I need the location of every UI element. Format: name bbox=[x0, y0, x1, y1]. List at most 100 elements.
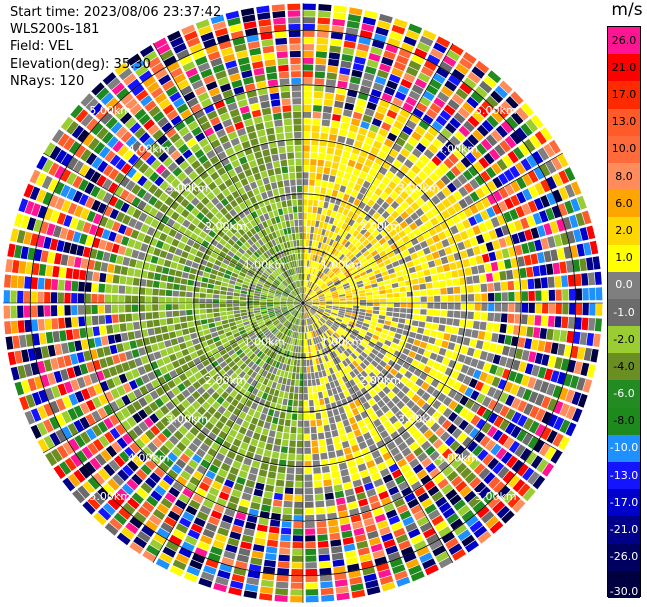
velocity-gate bbox=[386, 293, 393, 298]
velocity-gate bbox=[458, 384, 468, 394]
velocity-gate bbox=[188, 459, 199, 470]
velocity-gate bbox=[206, 338, 214, 346]
velocity-gate bbox=[233, 303, 240, 307]
velocity-gate bbox=[298, 312, 301, 319]
velocity-gate bbox=[318, 10, 331, 18]
velocity-gate bbox=[528, 420, 540, 434]
velocity-gate bbox=[387, 359, 396, 367]
velocity-gate bbox=[431, 274, 439, 282]
velocity-gate bbox=[369, 324, 376, 330]
velocity-gate bbox=[165, 145, 177, 156]
velocity-gate bbox=[23, 363, 33, 377]
velocity-gate bbox=[282, 309, 289, 314]
velocity-gate bbox=[333, 566, 346, 574]
velocity-gate bbox=[506, 455, 518, 469]
velocity-gate bbox=[305, 246, 309, 253]
velocity-gate bbox=[444, 436, 456, 447]
velocity-gate bbox=[270, 315, 277, 320]
velocity-gate bbox=[370, 146, 380, 156]
velocity-gate bbox=[447, 206, 457, 216]
velocity-gate bbox=[199, 534, 213, 545]
velocity-gate bbox=[388, 148, 399, 159]
velocity-gate bbox=[365, 174, 374, 183]
velocity-gate bbox=[32, 262, 40, 276]
velocity-gate bbox=[111, 82, 125, 96]
velocity-gate bbox=[405, 241, 413, 249]
velocity-gate bbox=[343, 40, 356, 49]
velocity-gate bbox=[415, 378, 424, 387]
velocity-gate bbox=[533, 166, 545, 180]
velocity-gate bbox=[290, 316, 295, 323]
velocity-gate bbox=[353, 297, 360, 300]
velocity-gate bbox=[320, 334, 325, 341]
velocity-gate bbox=[91, 315, 99, 326]
velocity-gate bbox=[303, 293, 304, 300]
velocity-gate bbox=[202, 253, 210, 261]
velocity-gate bbox=[450, 225, 459, 235]
velocity-gate bbox=[185, 505, 198, 516]
velocity-gate bbox=[329, 217, 335, 225]
velocity-gate bbox=[472, 369, 482, 380]
velocity-gate bbox=[261, 237, 268, 244]
velocity-gate bbox=[377, 399, 386, 408]
velocity-gate bbox=[179, 304, 186, 310]
velocity-gate bbox=[429, 172, 440, 183]
velocity-gate bbox=[432, 361, 441, 371]
velocity-gate bbox=[393, 18, 408, 29]
velocity-gate bbox=[249, 196, 257, 205]
velocity-gate bbox=[397, 323, 405, 329]
velocity-gate bbox=[469, 427, 480, 439]
velocity-gate bbox=[420, 309, 427, 315]
velocity-gate bbox=[313, 91, 324, 99]
velocity-gate bbox=[399, 313, 407, 319]
velocity-gate bbox=[263, 347, 270, 355]
velocity-gate bbox=[48, 178, 59, 192]
velocity-gate bbox=[214, 533, 227, 543]
velocity-gate bbox=[207, 133, 218, 143]
velocity-gate bbox=[568, 288, 576, 301]
velocity-gate bbox=[565, 422, 577, 437]
velocity-gate bbox=[306, 288, 310, 295]
velocity-gate bbox=[226, 295, 233, 300]
velocity-gate bbox=[268, 430, 276, 438]
velocity-gate bbox=[321, 316, 327, 322]
velocity-gate bbox=[101, 131, 114, 144]
velocity-gate bbox=[340, 334, 347, 341]
velocity-gate bbox=[309, 172, 316, 180]
velocity-gate bbox=[482, 409, 493, 421]
velocity-gate bbox=[187, 253, 195, 261]
velocity-gate bbox=[299, 294, 302, 301]
velocity-gate bbox=[274, 308, 281, 311]
velocity-gate bbox=[438, 364, 447, 374]
velocity-gate bbox=[114, 265, 122, 274]
velocity-gate bbox=[447, 194, 457, 205]
velocity-gate bbox=[423, 429, 434, 440]
velocity-gate bbox=[145, 154, 157, 166]
velocity-gate bbox=[160, 522, 174, 534]
velocity-gate bbox=[389, 326, 397, 333]
velocity-gate bbox=[446, 49, 461, 62]
velocity-gate bbox=[442, 396, 453, 407]
velocity-gate bbox=[504, 422, 516, 435]
velocity-gate bbox=[291, 310, 297, 315]
velocity-gate bbox=[388, 331, 396, 337]
velocity-gate bbox=[277, 276, 283, 282]
velocity-gate bbox=[187, 415, 198, 426]
velocity-gate bbox=[320, 257, 326, 265]
velocity-gate bbox=[338, 510, 349, 519]
velocity-gate bbox=[385, 224, 394, 233]
velocity-gate bbox=[258, 517, 269, 526]
velocity-gate bbox=[360, 328, 367, 335]
velocity-gate bbox=[263, 283, 271, 289]
velocity-gate bbox=[138, 113, 151, 126]
velocity-gate bbox=[352, 63, 365, 72]
velocity-gate bbox=[87, 259, 95, 270]
velocity-gate bbox=[262, 370, 268, 378]
velocity-gate bbox=[201, 324, 209, 330]
velocity-gate bbox=[496, 105, 509, 119]
velocity-gate bbox=[273, 261, 279, 268]
velocity-gate bbox=[145, 429, 156, 441]
velocity-gate bbox=[176, 403, 186, 413]
velocity-gate bbox=[224, 163, 233, 172]
velocity-gate bbox=[368, 208, 376, 217]
